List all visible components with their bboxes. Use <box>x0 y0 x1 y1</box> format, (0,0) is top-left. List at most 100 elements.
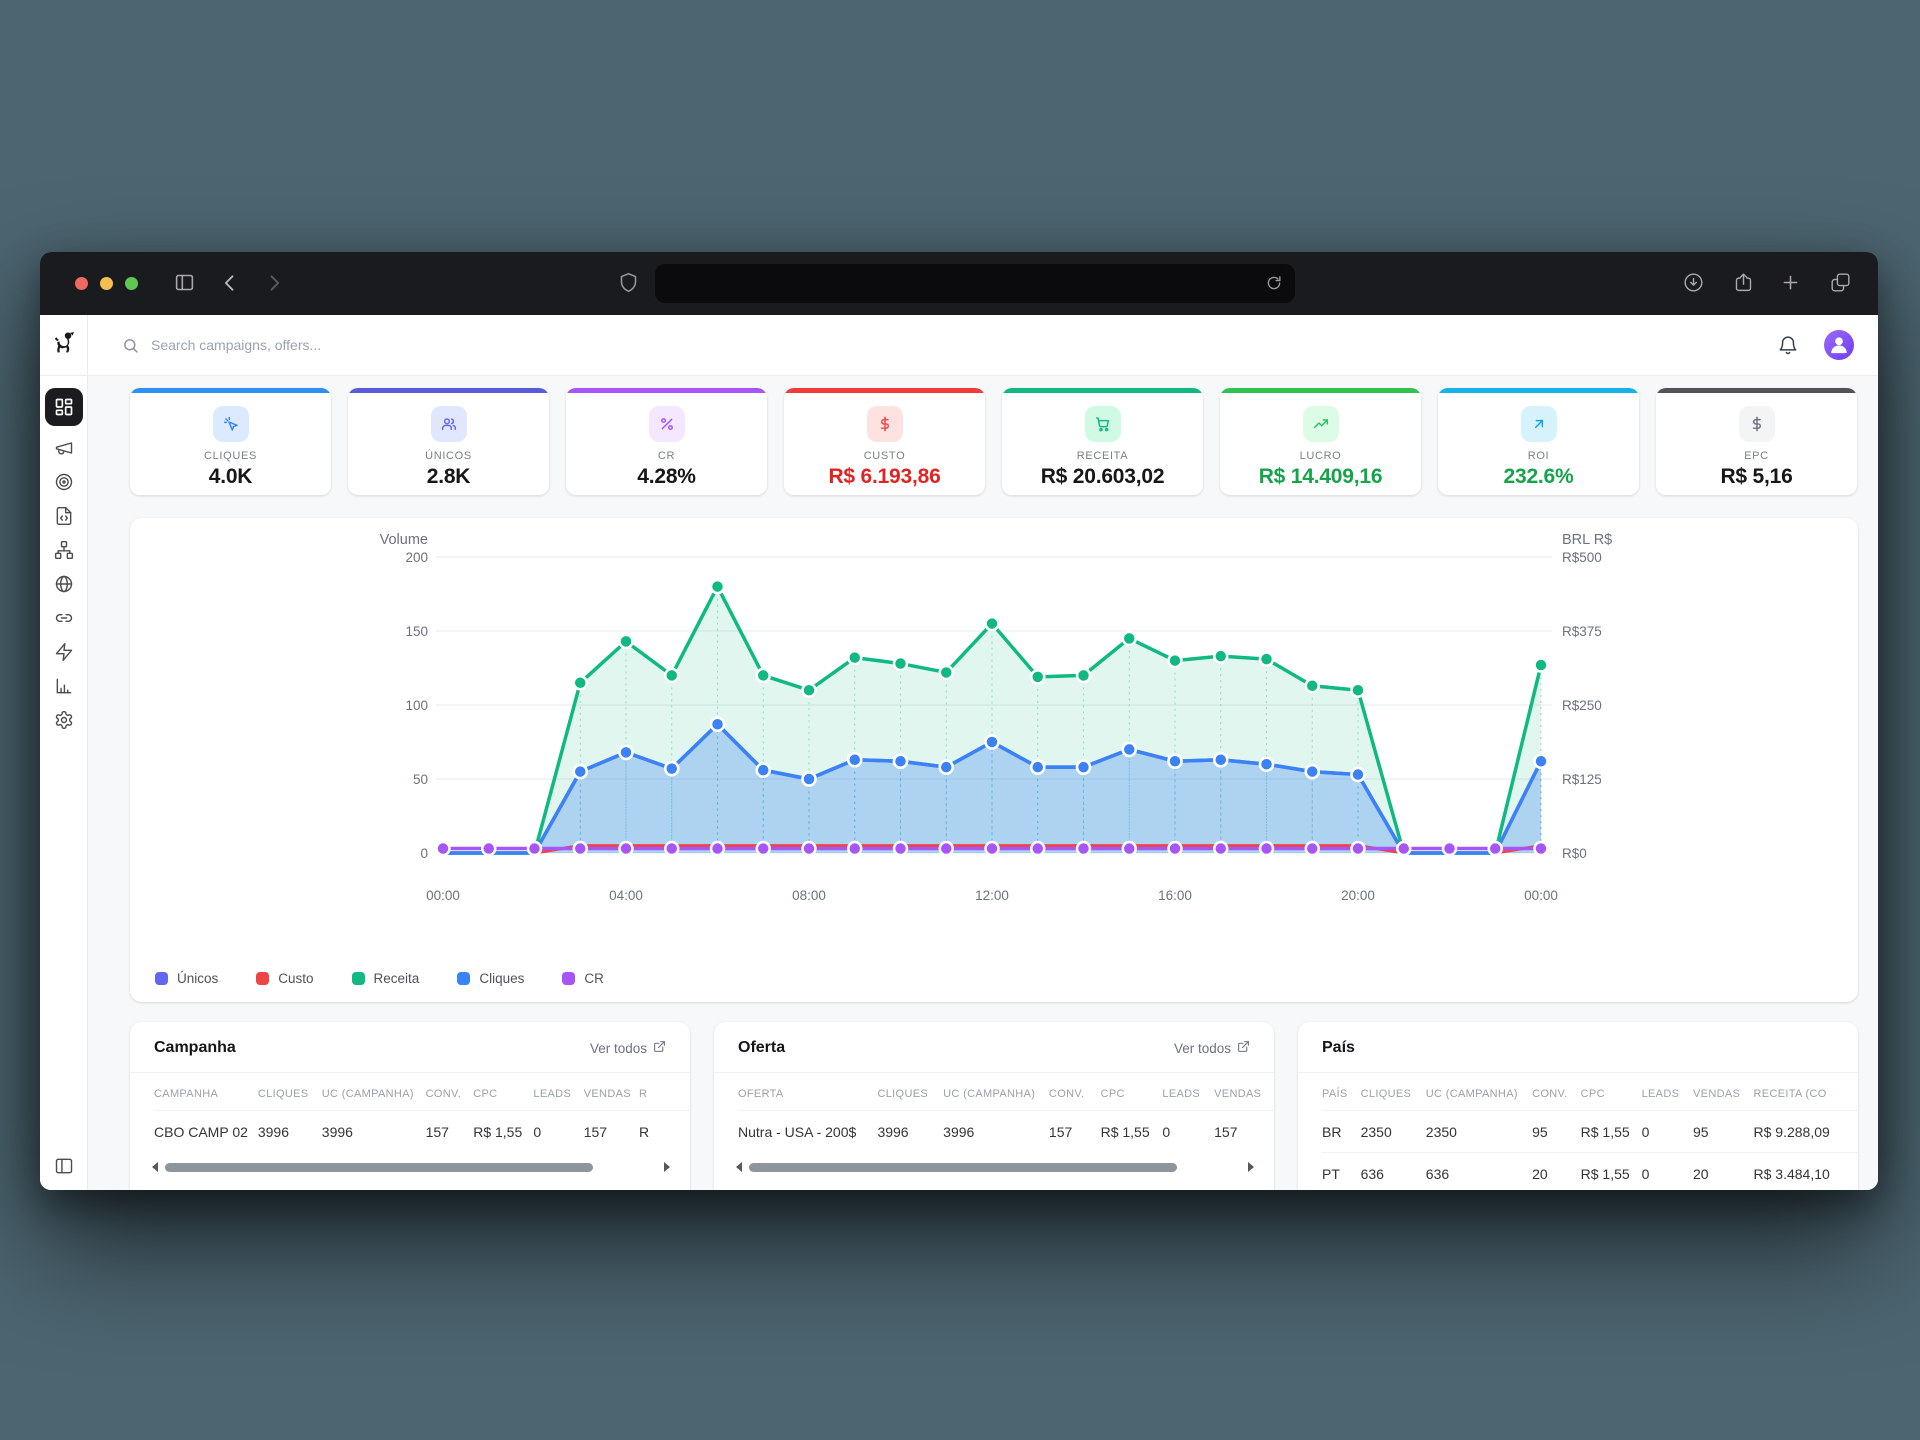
table-scroll-area[interactable]: CAMPANHA CLIQUES UC (CAMPANHA) CONV. CPC LEAD… <box>130 1073 690 1152</box>
table-row[interactable]: PT 636 636 20 R$ 1,55 0 20 R$ 3.484,10 <box>1322 1152 1858 1190</box>
column-header[interactable]: OFERTA <box>738 1073 878 1111</box>
column-header[interactable]: LEADS <box>1162 1073 1215 1111</box>
trend-up-icon <box>1302 406 1339 442</box>
column-header[interactable]: UC (CAMPANHA) <box>943 1073 1049 1111</box>
stat-value: R$ 20.603,02 <box>1040 465 1165 488</box>
shield-icon[interactable] <box>618 272 639 293</box>
tab-overview-icon[interactable] <box>1830 272 1851 293</box>
traffic-chart: 0 R$0 50 R$125 100 R$250 150 R$375 200 R$500 Volum… <box>130 518 1858 1002</box>
sidebar-item-scripts[interactable] <box>45 504 83 528</box>
url-bar[interactable] <box>655 264 1295 303</box>
scrollbar-track[interactable] <box>165 1162 657 1172</box>
svg-text:20:00: 20:00 <box>1341 888 1375 903</box>
column-header[interactable]: PAÍS <box>1322 1073 1361 1111</box>
sidebar-item-settings[interactable] <box>45 708 83 732</box>
table-cell: 3996 <box>943 1124 975 1140</box>
back-icon[interactable] <box>220 273 240 293</box>
column-header[interactable]: CLIQUES <box>257 1073 322 1111</box>
sidebar-item-tracking[interactable] <box>45 470 83 494</box>
table-row[interactable]: BR 2350 2350 95 R$ 1,55 0 95 R$ 9.288,09 <box>1322 1110 1858 1153</box>
sidebar-item-domains[interactable] <box>45 572 83 596</box>
horizontal-scrollbar[interactable] <box>736 1160 1254 1174</box>
table-row[interactable]: Nutra - USA - 200$ 3996 3996 157 R$ 1,55 0 157 <box>738 1111 1274 1153</box>
table-cell: 3996 <box>257 1124 290 1140</box>
scroll-right-arrow[interactable] <box>664 1162 670 1172</box>
column-header[interactable]: CLIQUES <box>877 1073 944 1111</box>
sidebar-item-reports[interactable] <box>45 674 83 698</box>
scroll-left-arrow[interactable] <box>736 1162 742 1172</box>
stat-card-roi[interactable]: ROI 232.6% <box>1438 388 1639 495</box>
table-scroll-area[interactable]: PAÍS CLIQUES UC (CAMPANHA) CONV. CPC LEADS VEN… <box>1298 1073 1858 1190</box>
ver-todos-link[interactable]: Ver todos <box>590 1040 666 1056</box>
share-icon[interactable] <box>1733 272 1754 293</box>
sidebar-item-structure[interactable] <box>45 538 83 562</box>
stat-card-custo[interactable]: CUSTO R$ 6.193,86 <box>784 388 985 495</box>
card-accent-bar <box>1656 388 1857 393</box>
stat-card-epc[interactable]: EPC R$ 5,16 <box>1656 388 1857 495</box>
sidebar-collapse-icon[interactable] <box>45 1154 83 1178</box>
forward-icon[interactable] <box>264 273 284 293</box>
column-header[interactable]: CPC <box>1100 1073 1163 1111</box>
sidebar-item-automations[interactable] <box>45 640 83 664</box>
scroll-left-arrow[interactable] <box>152 1162 158 1172</box>
legend-item-cliques[interactable]: Cliques <box>457 971 524 986</box>
column-header[interactable]: R <box>638 1073 690 1111</box>
svg-text:12:00: 12:00 <box>975 888 1009 903</box>
column-header[interactable]: VENDAS <box>1214 1073 1274 1111</box>
column-header[interactable]: VENDAS <box>583 1073 639 1111</box>
app-logo[interactable] <box>40 315 87 376</box>
table-scroll-area[interactable]: OFERTA CLIQUES UC (CAMPANHA) CONV. CPC LEADS V… <box>714 1073 1274 1152</box>
dog-logo-icon <box>51 330 77 361</box>
column-header[interactable]: CONV. <box>1048 1073 1101 1111</box>
stat-card-receita[interactable]: RECEITA R$ 20.603,02 <box>1002 388 1203 495</box>
bell-icon[interactable] <box>1778 335 1798 355</box>
stat-card-lucro[interactable]: LUCRO R$ 14.409,16 <box>1220 388 1421 495</box>
table-row[interactable]: CBO CAMP 02 3996 3996 157 R$ 1,55 0 157 R <box>154 1111 690 1153</box>
column-header[interactable]: CLIQUES <box>1360 1073 1426 1111</box>
legend-item-custo[interactable]: Custo <box>256 971 314 986</box>
legend-item-cr[interactable]: CR <box>562 971 604 986</box>
table-cell: Nutra - USA - 200$ <box>738 1124 857 1140</box>
table-cell: 636 <box>1425 1152 1533 1190</box>
column-header[interactable]: CONV. <box>425 1073 474 1111</box>
avatar[interactable] <box>1824 330 1854 360</box>
scroll-right-arrow[interactable] <box>1248 1162 1254 1172</box>
stat-value: 4.0K <box>208 465 253 488</box>
sidebar-item-campaigns[interactable] <box>45 436 83 460</box>
stat-card-únicos[interactable]: ÚNICOS 2.8K <box>348 388 549 495</box>
svg-text:R$125: R$125 <box>1562 772 1602 787</box>
scrollbar-thumb[interactable] <box>165 1162 594 1172</box>
downloads-icon[interactable] <box>1683 272 1704 293</box>
column-header[interactable]: LEADS <box>533 1073 584 1111</box>
maximize-window-button[interactable] <box>125 277 138 290</box>
column-header[interactable]: CAMPANHA <box>154 1073 258 1111</box>
column-header[interactable]: UC (CAMPANHA) <box>1425 1073 1533 1111</box>
cart-icon <box>1084 406 1121 442</box>
table-card-país: País PAÍS CLIQUES UC (CAMPANHA) CONV. CPC LEAD… <box>1298 1022 1858 1190</box>
column-header[interactable]: CONV. <box>1532 1073 1581 1111</box>
horizontal-scrollbar[interactable] <box>152 1160 670 1174</box>
reload-icon[interactable] <box>1265 274 1283 292</box>
sidebar-toggle-icon[interactable] <box>174 272 195 293</box>
column-header[interactable]: RECEITA (CO <box>1753 1073 1858 1111</box>
column-header[interactable]: CPC <box>1580 1073 1642 1111</box>
column-header[interactable]: UC (CAMPANHA) <box>321 1073 426 1111</box>
column-header[interactable]: LEADS <box>1641 1073 1693 1111</box>
stat-label: CR <box>657 450 676 462</box>
sidebar-item-links[interactable] <box>45 606 83 630</box>
stat-card-cr[interactable]: CR 4.28% <box>566 388 767 495</box>
minimize-window-button[interactable] <box>100 277 113 290</box>
stat-card-cliques[interactable]: CLIQUES 4.0K <box>130 388 331 495</box>
scrollbar-thumb[interactable] <box>749 1162 1178 1172</box>
table-cell: 95 <box>1532 1110 1581 1153</box>
close-window-button[interactable] <box>75 277 88 290</box>
legend-item-únicos[interactable]: Únicos <box>155 971 218 986</box>
column-header[interactable]: CPC <box>473 1073 534 1111</box>
ver-todos-link[interactable]: Ver todos <box>1174 1040 1250 1056</box>
search-input[interactable] <box>151 337 1778 353</box>
scrollbar-track[interactable] <box>749 1162 1241 1172</box>
sidebar-item-dashboard[interactable] <box>44 388 83 426</box>
legend-item-receita[interactable]: Receita <box>351 971 419 986</box>
column-header[interactable]: VENDAS <box>1692 1073 1754 1111</box>
new-tab-icon[interactable] <box>1780 272 1801 293</box>
